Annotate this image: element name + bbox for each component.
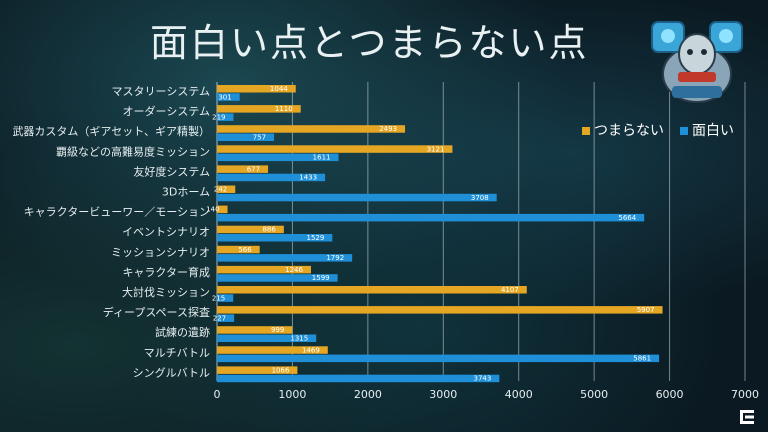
category-label: マルチバトル: [144, 346, 210, 359]
data-label: 5664: [618, 214, 636, 222]
bar-series1: [217, 245, 260, 254]
x-tick-label: 5000: [580, 388, 608, 401]
bar-series1: [217, 286, 527, 294]
labels: 0 1000 2000 3000 4000 5000 6000 7000 マスタリーシステム 10…: [12, 85, 759, 401]
bar-series2: [217, 193, 497, 202]
bar-series2: [217, 254, 353, 262]
category-label: シングルバトル: [133, 365, 210, 379]
bar-series2: [217, 133, 275, 141]
bar-series1: [217, 125, 406, 133]
x-tick-label: 0: [214, 388, 221, 401]
bar-series2: [217, 314, 235, 322]
bar-series1: [217, 205, 228, 214]
robot-mascot-icon: [651, 21, 743, 103]
bar-series2: [217, 234, 333, 242]
bar-series1: [217, 185, 236, 193]
data-label: 1066: [272, 366, 290, 374]
data-label: 5907: [637, 306, 655, 314]
data-label: 677: [247, 165, 260, 173]
bar-series2: [217, 173, 326, 182]
category-label: ディープスペース探査: [103, 305, 210, 319]
data-label: 227: [213, 314, 226, 322]
bar-series2: [217, 274, 338, 282]
data-label: 999: [271, 326, 284, 334]
data-label: 301: [218, 93, 231, 101]
data-label: 3121: [427, 145, 445, 153]
data-label: 140: [206, 206, 219, 214]
data-label: 1433: [299, 174, 317, 182]
bar-series1: [217, 346, 328, 354]
legend-label: つまらない: [594, 123, 664, 139]
category-label: 試練の遺跡: [155, 325, 210, 339]
data-label: 1792: [326, 254, 344, 262]
data-label: 1315: [290, 335, 308, 343]
category-label: イベントシナリオ: [122, 226, 210, 239]
x-tick-label: 4000: [505, 388, 533, 401]
bar-series2: [217, 153, 339, 162]
data-label: 886: [262, 226, 276, 234]
category-label: キャラクタービューワー／モーション: [24, 206, 210, 219]
data-label: 1469: [302, 346, 320, 354]
data-label: 1110: [275, 105, 293, 113]
data-label: 215: [212, 294, 225, 302]
data-label: 757: [253, 134, 266, 142]
category-label: 3Dホーム: [162, 186, 210, 199]
category-label: 大討伐ミッション: [122, 285, 210, 299]
page-title: 面白い点とつまらない点: [150, 21, 589, 65]
data-label: 1611: [313, 154, 331, 162]
legend-swatch: [680, 127, 688, 135]
bars: [217, 85, 663, 383]
x-tick-label: 3000: [429, 388, 457, 401]
bar-series2: [217, 93, 240, 101]
data-label: 1599: [312, 274, 330, 282]
data-label: 1246: [285, 266, 303, 274]
x-tick-label: 6000: [656, 388, 684, 401]
bar-series1: [217, 145, 453, 153]
bar-series1: [217, 265, 311, 274]
bar-series1: [217, 225, 284, 234]
bar-series2: [217, 113, 234, 121]
data-label: 2493: [379, 125, 397, 133]
bar-series2: [217, 294, 234, 302]
bar-series2: [217, 213, 645, 222]
bar-series1: [217, 165, 269, 173]
bar-series2: [217, 334, 317, 342]
data-label: 3743: [474, 375, 492, 383]
category-label: マスタリーシステム: [112, 85, 210, 98]
legend-label: 面白い: [692, 123, 734, 139]
category-label: 友好度システム: [133, 164, 210, 178]
bar-series1: [217, 306, 663, 314]
data-label: 4107: [501, 286, 519, 294]
data-label: 3708: [471, 194, 489, 202]
category-label: 覇級などの高難易度ミッション: [56, 144, 210, 158]
x-tick-label: 1000: [278, 388, 306, 401]
category-label: オーダーシステム: [123, 104, 210, 118]
x-tick-label: 7000: [731, 388, 759, 401]
bar-series1: [217, 85, 296, 93]
data-label: 566: [238, 246, 252, 254]
bar-series1: [217, 105, 301, 113]
bar-series1: [217, 366, 298, 374]
legend: つまらない 面白い: [582, 123, 734, 139]
bar-series1: [217, 326, 293, 334]
data-label: 242: [214, 186, 227, 194]
brand-logo-icon: [740, 410, 754, 424]
legend-swatch: [582, 127, 590, 135]
x-tick-label: 2000: [354, 388, 382, 401]
category-label: ミッションシナリオ: [111, 246, 210, 259]
category-label: 武器カスタム（ギアセット、ギア精製）: [12, 124, 210, 138]
category-label: キャラクター育成: [122, 265, 210, 279]
data-label: 219: [212, 113, 225, 121]
data-label: 5861: [633, 355, 651, 363]
data-label: 1044: [270, 85, 288, 93]
data-label: 1529: [307, 234, 325, 242]
bar-series2: [217, 354, 660, 363]
bar-series2: [217, 374, 500, 383]
